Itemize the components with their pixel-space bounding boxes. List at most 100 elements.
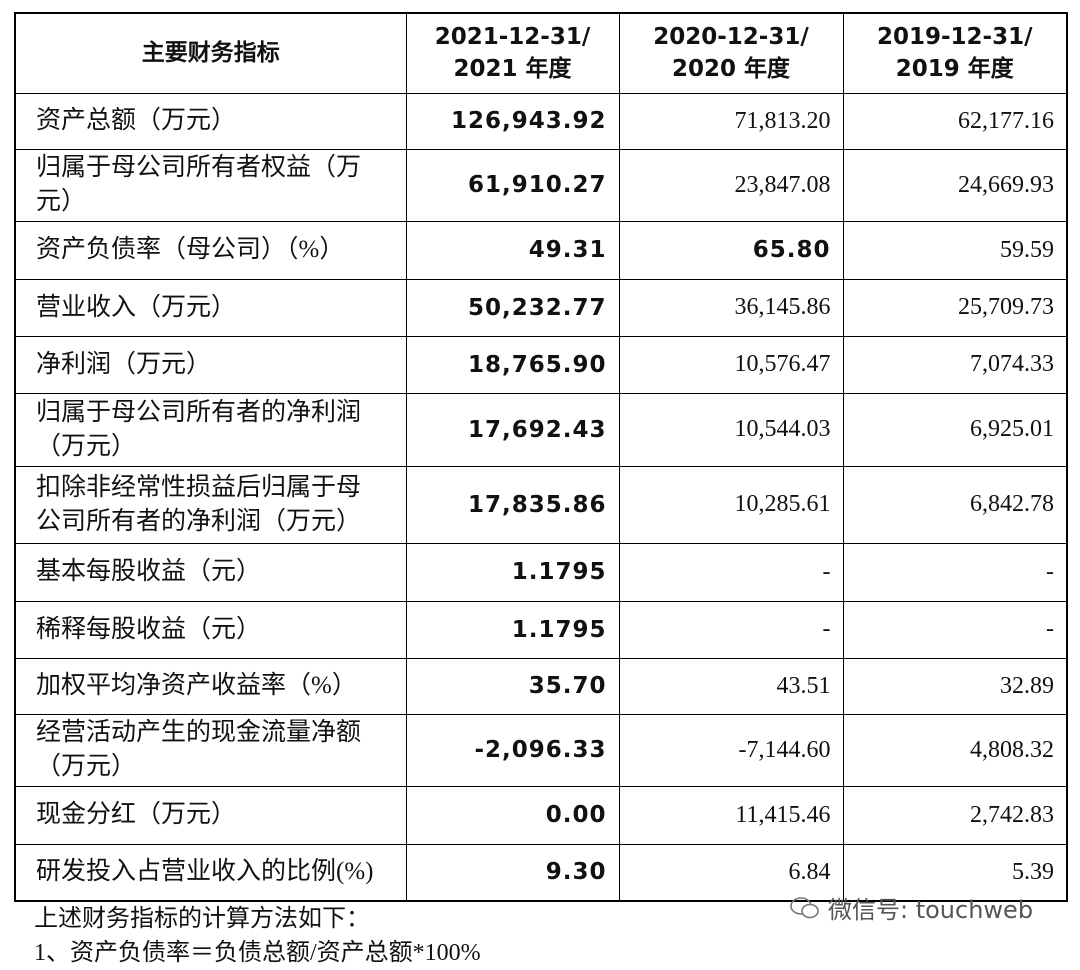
label-text: 经营活动产生的现金流量净额（万元） — [36, 719, 362, 780]
header-text: 主要财务指标 — [141, 40, 280, 67]
header-text: 2019-12-31/ — [876, 24, 1033, 51]
value-text: 10,576.47 — [734, 351, 831, 377]
row-label: 归属于母公司所有者的净利润（万元） — [14, 392, 407, 467]
value-cell: 36,145.86 — [618, 278, 844, 337]
label-text: 资产负债率（母公司）（%） — [36, 236, 345, 263]
table-row: 加权平均净资产收益率（%） 35.70 43.51 32.89 — [14, 657, 1068, 715]
value-text: 7,074.33 — [970, 351, 1054, 377]
value-cell: - — [842, 542, 1068, 602]
value-cell: 24,669.93 — [842, 148, 1068, 222]
table-row: 研发投入占营业收入的比例(%) 9.30 6.84 5.39 — [14, 843, 1068, 902]
value-cell: 6,842.78 — [842, 465, 1068, 544]
label-text: 加权平均净资产收益率（%） — [36, 672, 357, 699]
value-cell: - — [618, 542, 844, 602]
header-cell: 2021-12-31/2021 年度 — [405, 12, 620, 94]
value-cell: 35.70 — [405, 657, 620, 715]
value-cell: 25,709.73 — [842, 278, 1068, 337]
table-row: 归属于母公司所有者的净利润（万元） 17,692.43 10,544.03 6,925… — [14, 392, 1068, 467]
value-text: 10,285.61 — [734, 491, 831, 517]
table-row: 资产总额（万元） 126,943.92 71,813.20 62,177.16 — [14, 92, 1068, 150]
value-text: 2,742.83 — [970, 801, 1054, 828]
value-cell: 32.89 — [842, 657, 1068, 715]
value-cell: 59.59 — [842, 220, 1068, 280]
row-label: 营业收入（万元） — [14, 278, 407, 337]
header-row: 主要财务指标 2021-12-31/2021 年度 2020-12-31/2020 … — [14, 12, 1068, 94]
row-label: 净利润（万元） — [14, 335, 407, 394]
label-text: 资产总额（万元） — [36, 107, 237, 134]
label-text: 基本每股收益（元） — [36, 558, 262, 585]
value-cell: 4,808.32 — [842, 713, 1068, 787]
value-text: 6.84 — [788, 858, 831, 885]
value-cell: 18,765.90 — [405, 335, 620, 394]
value-text: 32.89 — [1000, 672, 1054, 699]
table-row: 现金分红（万元） 0.00 11,415.46 2,742.83 — [14, 785, 1068, 845]
value-cell: - — [618, 600, 844, 659]
table-row: 扣除非经常性损益后归属于母公司所有者的净利润（万元） 17,835.86 10,28… — [14, 465, 1068, 544]
value-text: 24,669.93 — [958, 171, 1054, 198]
header-text: 2019 年度 — [895, 56, 1014, 83]
value-cell: 9.30 — [405, 843, 620, 902]
value-cell: 10,285.61 — [618, 465, 844, 544]
wechat-icon — [790, 896, 819, 918]
value-cell: 50,232.77 — [405, 278, 620, 337]
value-cell: 6.84 — [618, 843, 844, 902]
financial-table: 主要财务指标 2021-12-31/2021 年度 2020-12-31/2020 … — [14, 12, 1068, 902]
value-cell: 1.1795 — [405, 542, 620, 602]
value-text: -2,096.33 — [474, 737, 607, 763]
value-text: 36,145.86 — [734, 294, 831, 320]
value-text: 49.31 — [528, 237, 607, 263]
label-text: 稀释每股收益（元） — [36, 615, 262, 643]
value-cell: 17,692.43 — [405, 392, 620, 467]
value-cell: 10,576.47 — [618, 335, 844, 394]
value-text: - — [1046, 616, 1054, 642]
value-cell: 126,943.92 — [405, 92, 620, 150]
note-text: 1、资产负债率＝负债总额/资产总额*100% — [34, 940, 481, 966]
row-label: 扣除非经常性损益后归属于母公司所有者的净利润（万元） — [14, 465, 407, 544]
note-line: 上述财务指标的计算方法如下： — [34, 902, 481, 936]
value-text: 126,943.92 — [450, 108, 607, 134]
table-row: 资产负债率（母公司）（%） 49.31 65.80 59.59 — [14, 220, 1068, 280]
value-text: - — [822, 616, 831, 642]
header-text: 2021-12-31/ — [434, 24, 591, 51]
value-cell: 65.80 — [618, 220, 844, 280]
value-cell: 43.51 — [618, 657, 844, 715]
row-label: 加权平均净资产收益率（%） — [14, 657, 407, 715]
notes: 上述财务指标的计算方法如下： 1、资产负债率＝负债总额/资产总额*100% — [34, 902, 481, 970]
watermark-text: 微信号: touchweb — [828, 896, 1034, 924]
value-text: 65.80 — [752, 237, 831, 263]
value-text: 1.1795 — [511, 616, 607, 643]
value-text: 17,835.86 — [468, 491, 607, 518]
value-cell: 23,847.08 — [618, 148, 844, 222]
row-label: 资产负债率（母公司）（%） — [14, 220, 407, 280]
value-cell: 6,925.01 — [842, 392, 1068, 467]
header-text: 2020-12-31/ — [653, 24, 809, 51]
value-text: 5.39 — [1012, 858, 1054, 885]
value-text: 6,842.78 — [970, 491, 1054, 517]
value-text: -7,144.60 — [738, 736, 831, 763]
label-text: 净利润（万元） — [36, 350, 212, 378]
value-text: 23,847.08 — [734, 171, 831, 198]
value-cell: 2,742.83 — [842, 785, 1068, 845]
value-cell: 17,835.86 — [405, 465, 620, 544]
value-cell: -7,144.60 — [618, 713, 844, 787]
header-cell: 2019-12-31/2019 年度 — [842, 12, 1068, 94]
row-label: 研发投入占营业收入的比例(%) — [14, 843, 407, 902]
value-text: 17,692.43 — [468, 416, 607, 443]
value-text: - — [1046, 558, 1054, 585]
label-text: 现金分红（万元） — [36, 801, 237, 828]
header-cell: 2020-12-31/2020 年度 — [618, 12, 844, 94]
value-text: 43.51 — [776, 672, 831, 699]
value-text: 50,232.77 — [468, 294, 607, 321]
table-row: 归属于母公司所有者权益（万元） 61,910.27 23,847.08 24,669.… — [14, 148, 1068, 222]
row-label: 经营活动产生的现金流量净额（万元） — [14, 713, 407, 787]
value-text: 0.00 — [545, 802, 607, 828]
value-text: 62,177.16 — [958, 107, 1054, 134]
value-cell: 11,415.46 — [618, 785, 844, 845]
header-cell: 主要财务指标 — [14, 12, 407, 94]
value-text: 25,709.73 — [958, 294, 1054, 320]
table-row: 经营活动产生的现金流量净额（万元） -2,096.33 -7,144.60 4,808… — [14, 713, 1068, 787]
value-text: 59.59 — [1000, 236, 1054, 263]
value-text: 11,415.46 — [735, 801, 831, 828]
value-text: 1.1795 — [511, 559, 607, 585]
